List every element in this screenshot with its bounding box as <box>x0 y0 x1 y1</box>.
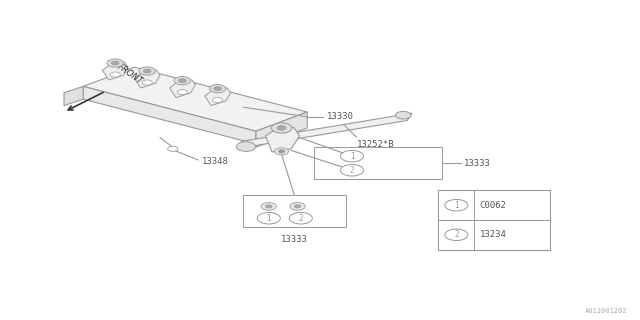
Circle shape <box>139 67 156 75</box>
Polygon shape <box>83 67 307 131</box>
Circle shape <box>107 59 124 67</box>
Circle shape <box>142 80 152 85</box>
Text: 1: 1 <box>454 201 459 210</box>
Circle shape <box>275 148 289 155</box>
Text: 13348: 13348 <box>202 157 228 166</box>
Circle shape <box>266 205 272 208</box>
Bar <box>438 190 550 250</box>
Circle shape <box>290 203 305 210</box>
Circle shape <box>289 212 312 224</box>
Circle shape <box>445 199 468 211</box>
Circle shape <box>209 84 226 93</box>
Circle shape <box>340 164 364 176</box>
Circle shape <box>261 203 276 210</box>
Text: 13252*B: 13252*B <box>356 140 394 149</box>
Text: FRONT: FRONT <box>115 62 144 86</box>
Text: 13333: 13333 <box>464 159 491 168</box>
Polygon shape <box>256 112 307 147</box>
Text: A012001202: A012001202 <box>585 308 627 314</box>
Text: C0062: C0062 <box>480 201 507 210</box>
Circle shape <box>445 229 468 241</box>
Circle shape <box>177 90 188 95</box>
Polygon shape <box>134 69 160 88</box>
Text: 13234: 13234 <box>480 230 507 239</box>
Bar <box>314 147 442 179</box>
Circle shape <box>396 111 411 119</box>
Text: 1: 1 <box>349 152 355 161</box>
Circle shape <box>277 126 286 130</box>
Circle shape <box>212 98 223 103</box>
Text: 2: 2 <box>454 230 459 239</box>
Circle shape <box>257 212 280 224</box>
Polygon shape <box>237 113 412 148</box>
Circle shape <box>179 79 186 83</box>
Circle shape <box>271 123 292 133</box>
Polygon shape <box>170 78 195 98</box>
Bar <box>243 195 346 227</box>
Text: 13333: 13333 <box>281 235 308 244</box>
Polygon shape <box>205 86 230 106</box>
Polygon shape <box>102 61 128 80</box>
Text: 1: 1 <box>266 214 271 223</box>
Polygon shape <box>266 125 300 152</box>
Circle shape <box>294 205 301 208</box>
Circle shape <box>143 69 151 73</box>
Circle shape <box>278 150 285 153</box>
Polygon shape <box>64 86 83 106</box>
Circle shape <box>110 72 120 77</box>
Text: 2: 2 <box>298 214 303 223</box>
Circle shape <box>236 142 255 151</box>
Polygon shape <box>83 86 256 144</box>
Text: 2: 2 <box>349 166 355 175</box>
Circle shape <box>111 61 119 65</box>
Circle shape <box>214 87 221 91</box>
Circle shape <box>340 150 364 162</box>
Circle shape <box>168 146 178 151</box>
Circle shape <box>174 76 191 85</box>
Text: 13330: 13330 <box>326 112 353 121</box>
